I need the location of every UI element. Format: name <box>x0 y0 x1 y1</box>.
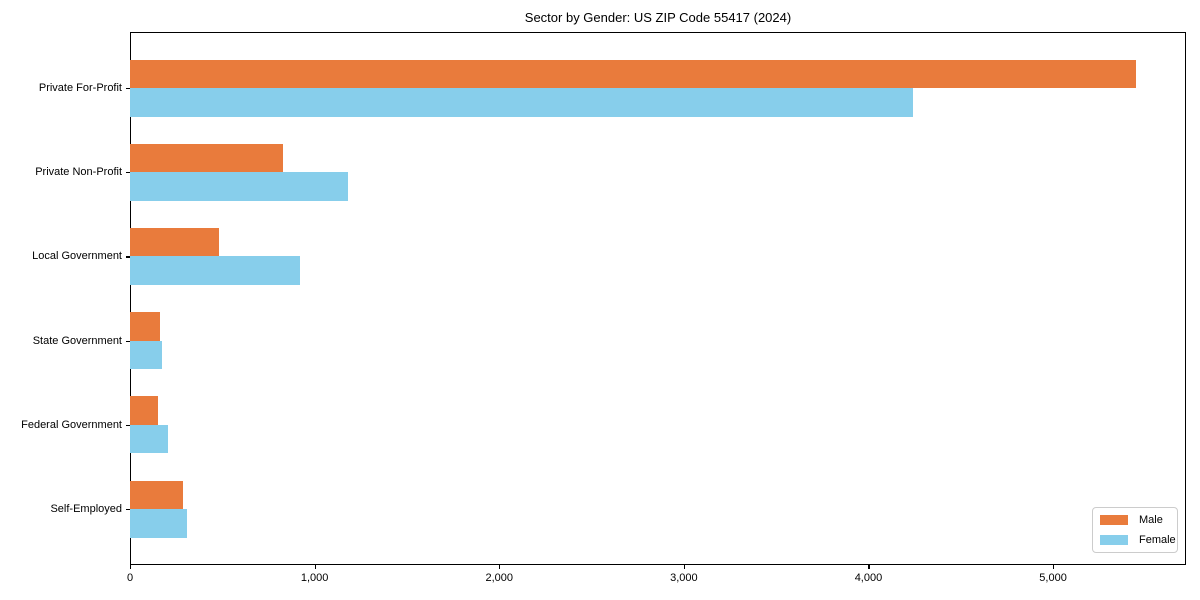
bar-male-3 <box>130 312 161 341</box>
y-tick-mark-0 <box>126 88 130 90</box>
x-tick-label-5: 5,000 <box>1039 572 1067 584</box>
x-tick-mark-0 <box>130 565 132 569</box>
legend-item-female: Female <box>1100 531 1176 549</box>
y-tick-label-2: Local Government <box>32 250 122 263</box>
y-tick-label-0: Private For-Profit <box>38 82 122 94</box>
bar-male-1 <box>130 143 284 173</box>
legend-item-male: Male <box>1100 511 1170 529</box>
y-tick-mark-1 <box>126 172 130 174</box>
y-tick-label-4: Federal Government <box>21 418 122 431</box>
x-tick-label-0: 0 <box>126 572 134 584</box>
x-tick-mark-3 <box>683 565 686 569</box>
bar-female-3 <box>130 340 163 370</box>
x-tick-mark-1 <box>314 565 316 569</box>
bar-female-5 <box>130 509 188 538</box>
bar-male-5 <box>130 480 183 509</box>
y-tick-mark-4 <box>126 424 130 426</box>
legend-swatch-female-icon <box>1100 534 1128 545</box>
x-tick-mark-4 <box>868 565 870 569</box>
bar-male-0 <box>130 59 1137 88</box>
y-tick-mark-5 <box>126 509 130 511</box>
y-tick-label-1: Private Non-Profit <box>35 166 122 179</box>
bar-female-4 <box>130 424 168 454</box>
x-tick-mark-5 <box>1053 565 1055 569</box>
y-tick-label-3: State Government <box>32 334 122 347</box>
bar-male-2 <box>130 227 219 257</box>
x-tick-mark-2 <box>499 565 501 569</box>
bar-female-1 <box>130 172 348 201</box>
plot-area <box>130 32 1186 565</box>
bar-male-4 <box>130 396 158 425</box>
chart-title: Sector by Gender: US ZIP Code 55417 (202… <box>524 10 792 25</box>
x-tick-label-3: 3,000 <box>670 572 698 584</box>
legend-label-female: Female <box>1139 533 1176 546</box>
x-tick-label-1: 1,000 <box>300 572 329 584</box>
bar-female-0 <box>130 88 913 117</box>
x-tick-label-2: 2,000 <box>485 572 513 584</box>
legend: Male Female <box>1092 507 1178 553</box>
legend-swatch-male-icon <box>1100 515 1128 526</box>
x-tick-label-4: 4,000 <box>854 572 883 584</box>
y-tick-mark-2 <box>126 256 130 258</box>
legend-label-male: Male <box>1139 514 1163 527</box>
bar-female-2 <box>130 256 300 285</box>
y-tick-mark-3 <box>126 340 130 342</box>
y-tick-label-5: Self-Employed <box>50 503 122 515</box>
